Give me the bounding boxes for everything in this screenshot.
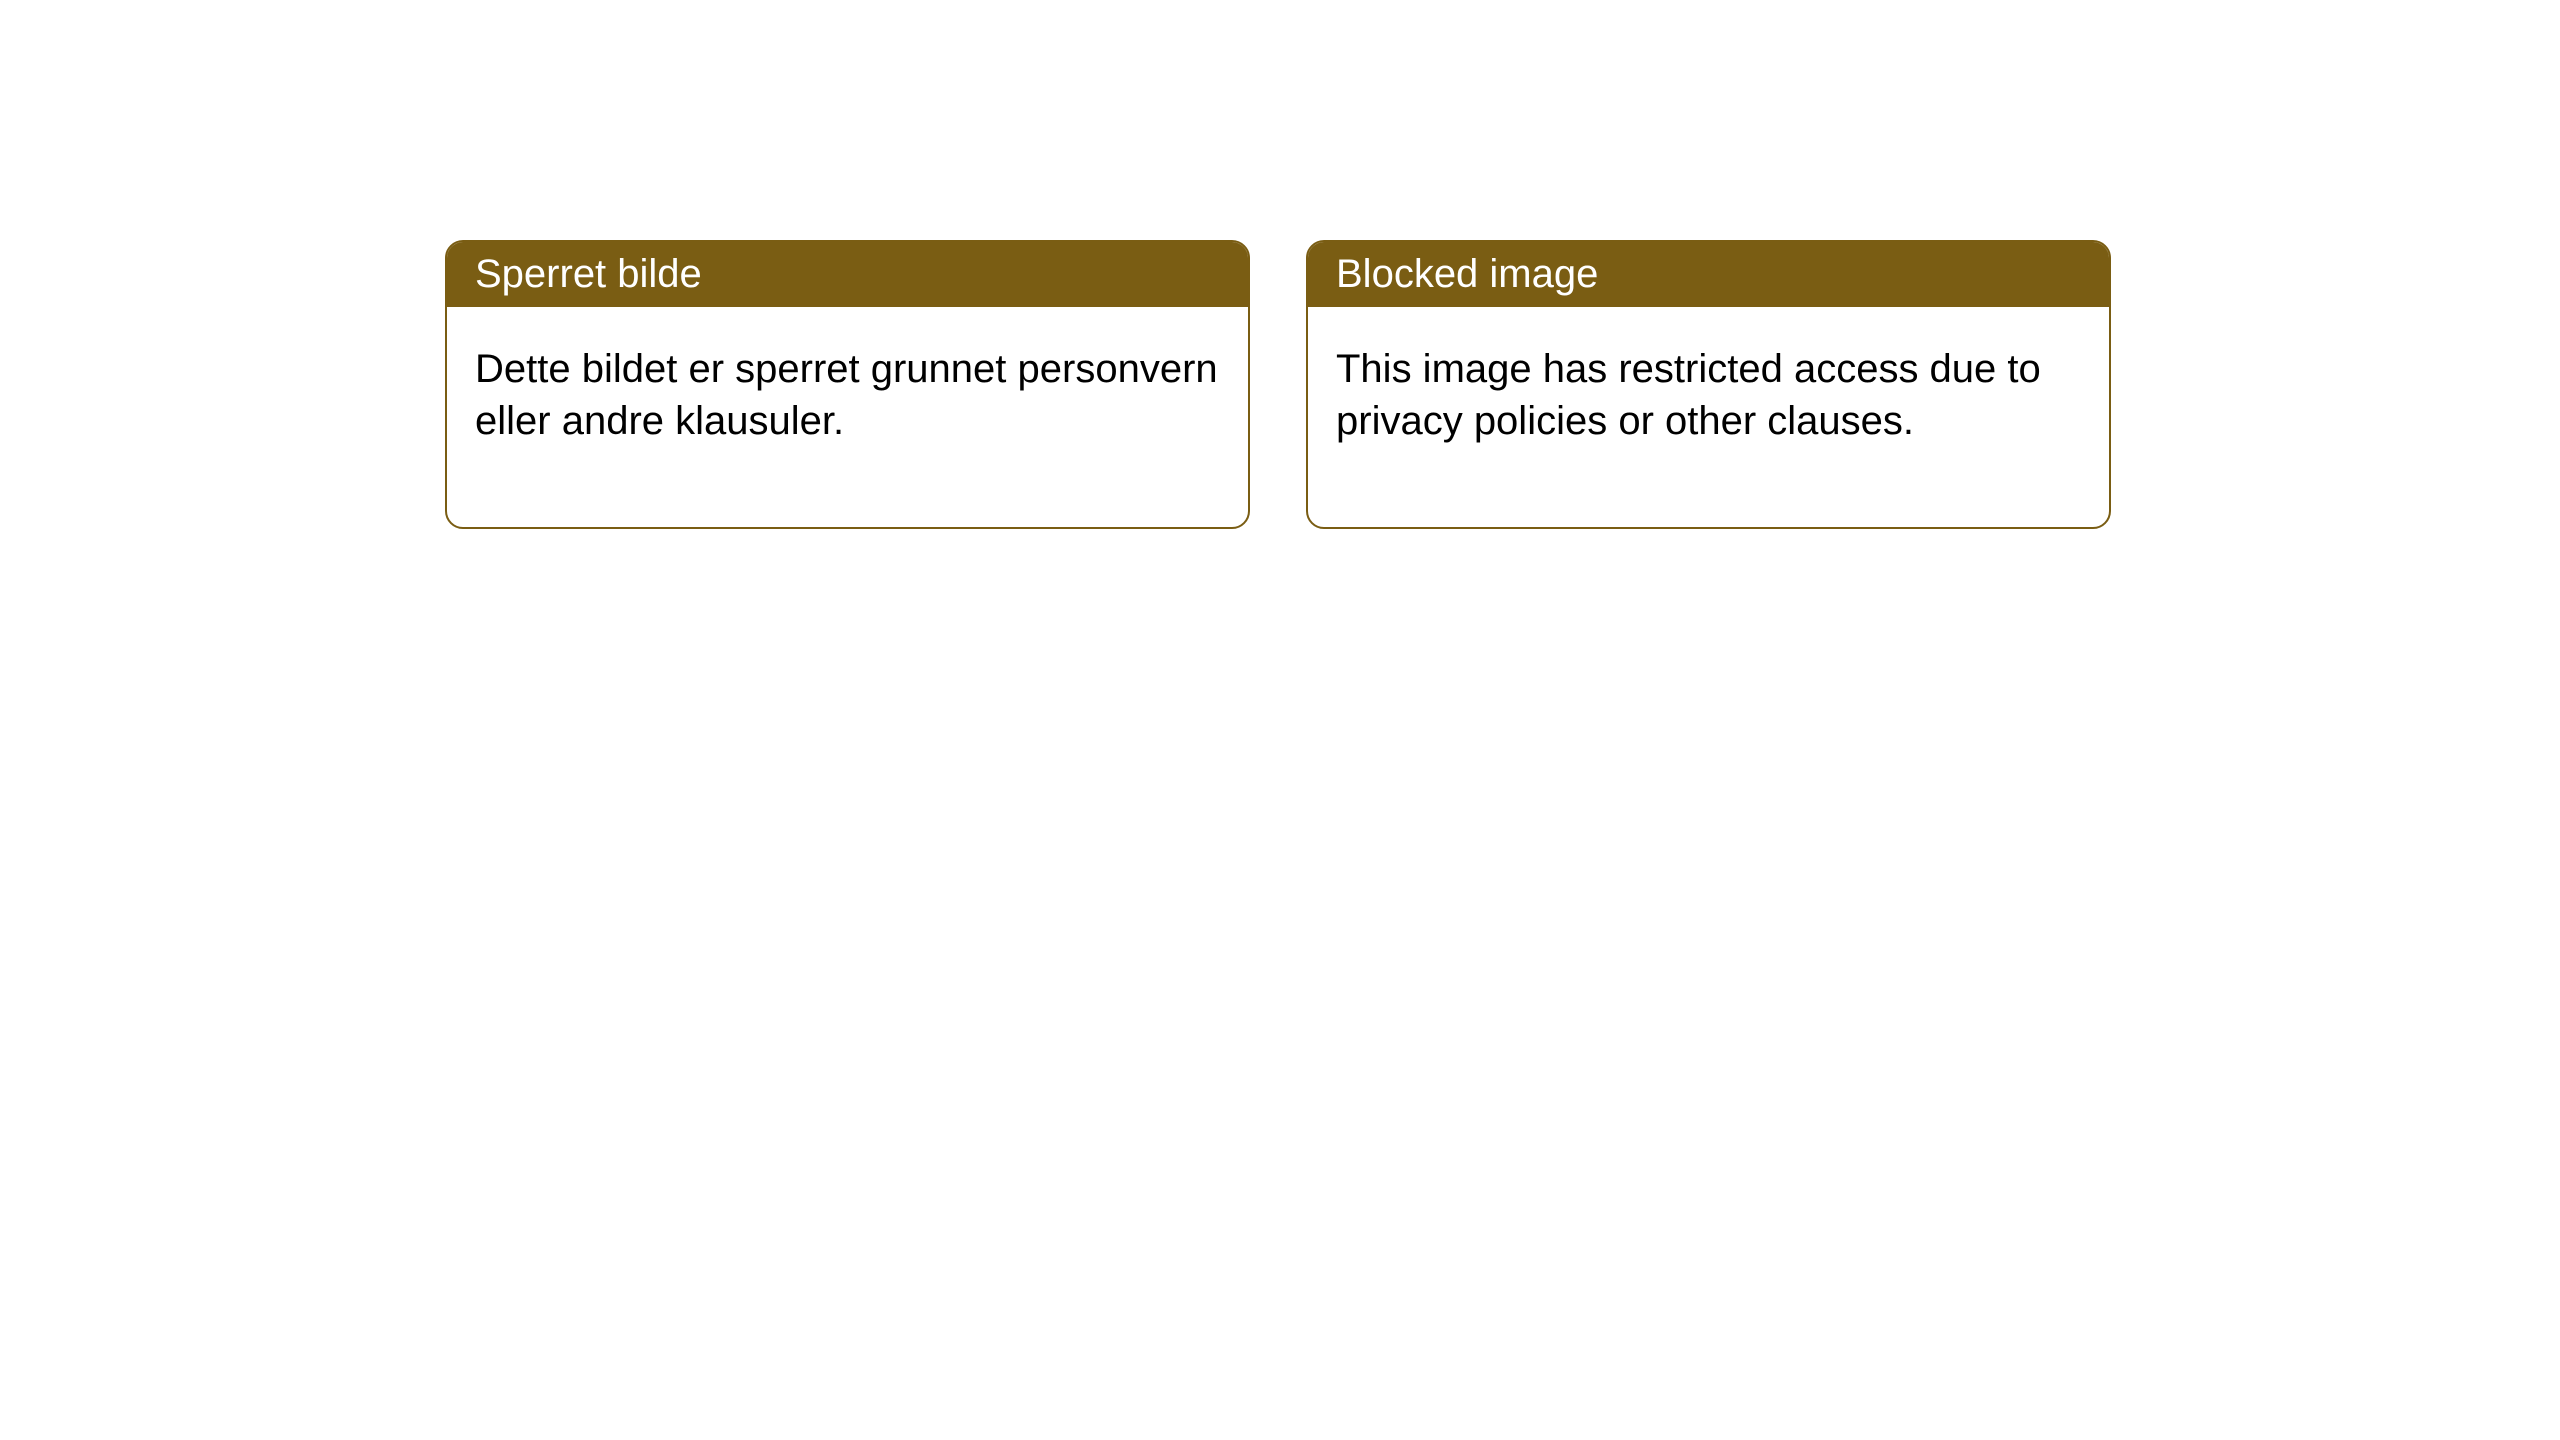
- notice-header: Sperret bilde: [447, 242, 1248, 307]
- notice-header: Blocked image: [1308, 242, 2109, 307]
- notice-body-text: Dette bildet er sperret grunnet personve…: [475, 347, 1218, 443]
- notice-body-text: This image has restricted access due to …: [1336, 347, 2041, 443]
- notice-title: Sperret bilde: [475, 252, 702, 296]
- notice-body: Dette bildet er sperret grunnet personve…: [447, 307, 1248, 527]
- notice-box-norwegian: Sperret bilde Dette bildet er sperret gr…: [445, 240, 1250, 529]
- notice-body: This image has restricted access due to …: [1308, 307, 2109, 527]
- notice-box-english: Blocked image This image has restricted …: [1306, 240, 2111, 529]
- notice-title: Blocked image: [1336, 252, 1598, 296]
- notice-container: Sperret bilde Dette bildet er sperret gr…: [445, 240, 2111, 529]
